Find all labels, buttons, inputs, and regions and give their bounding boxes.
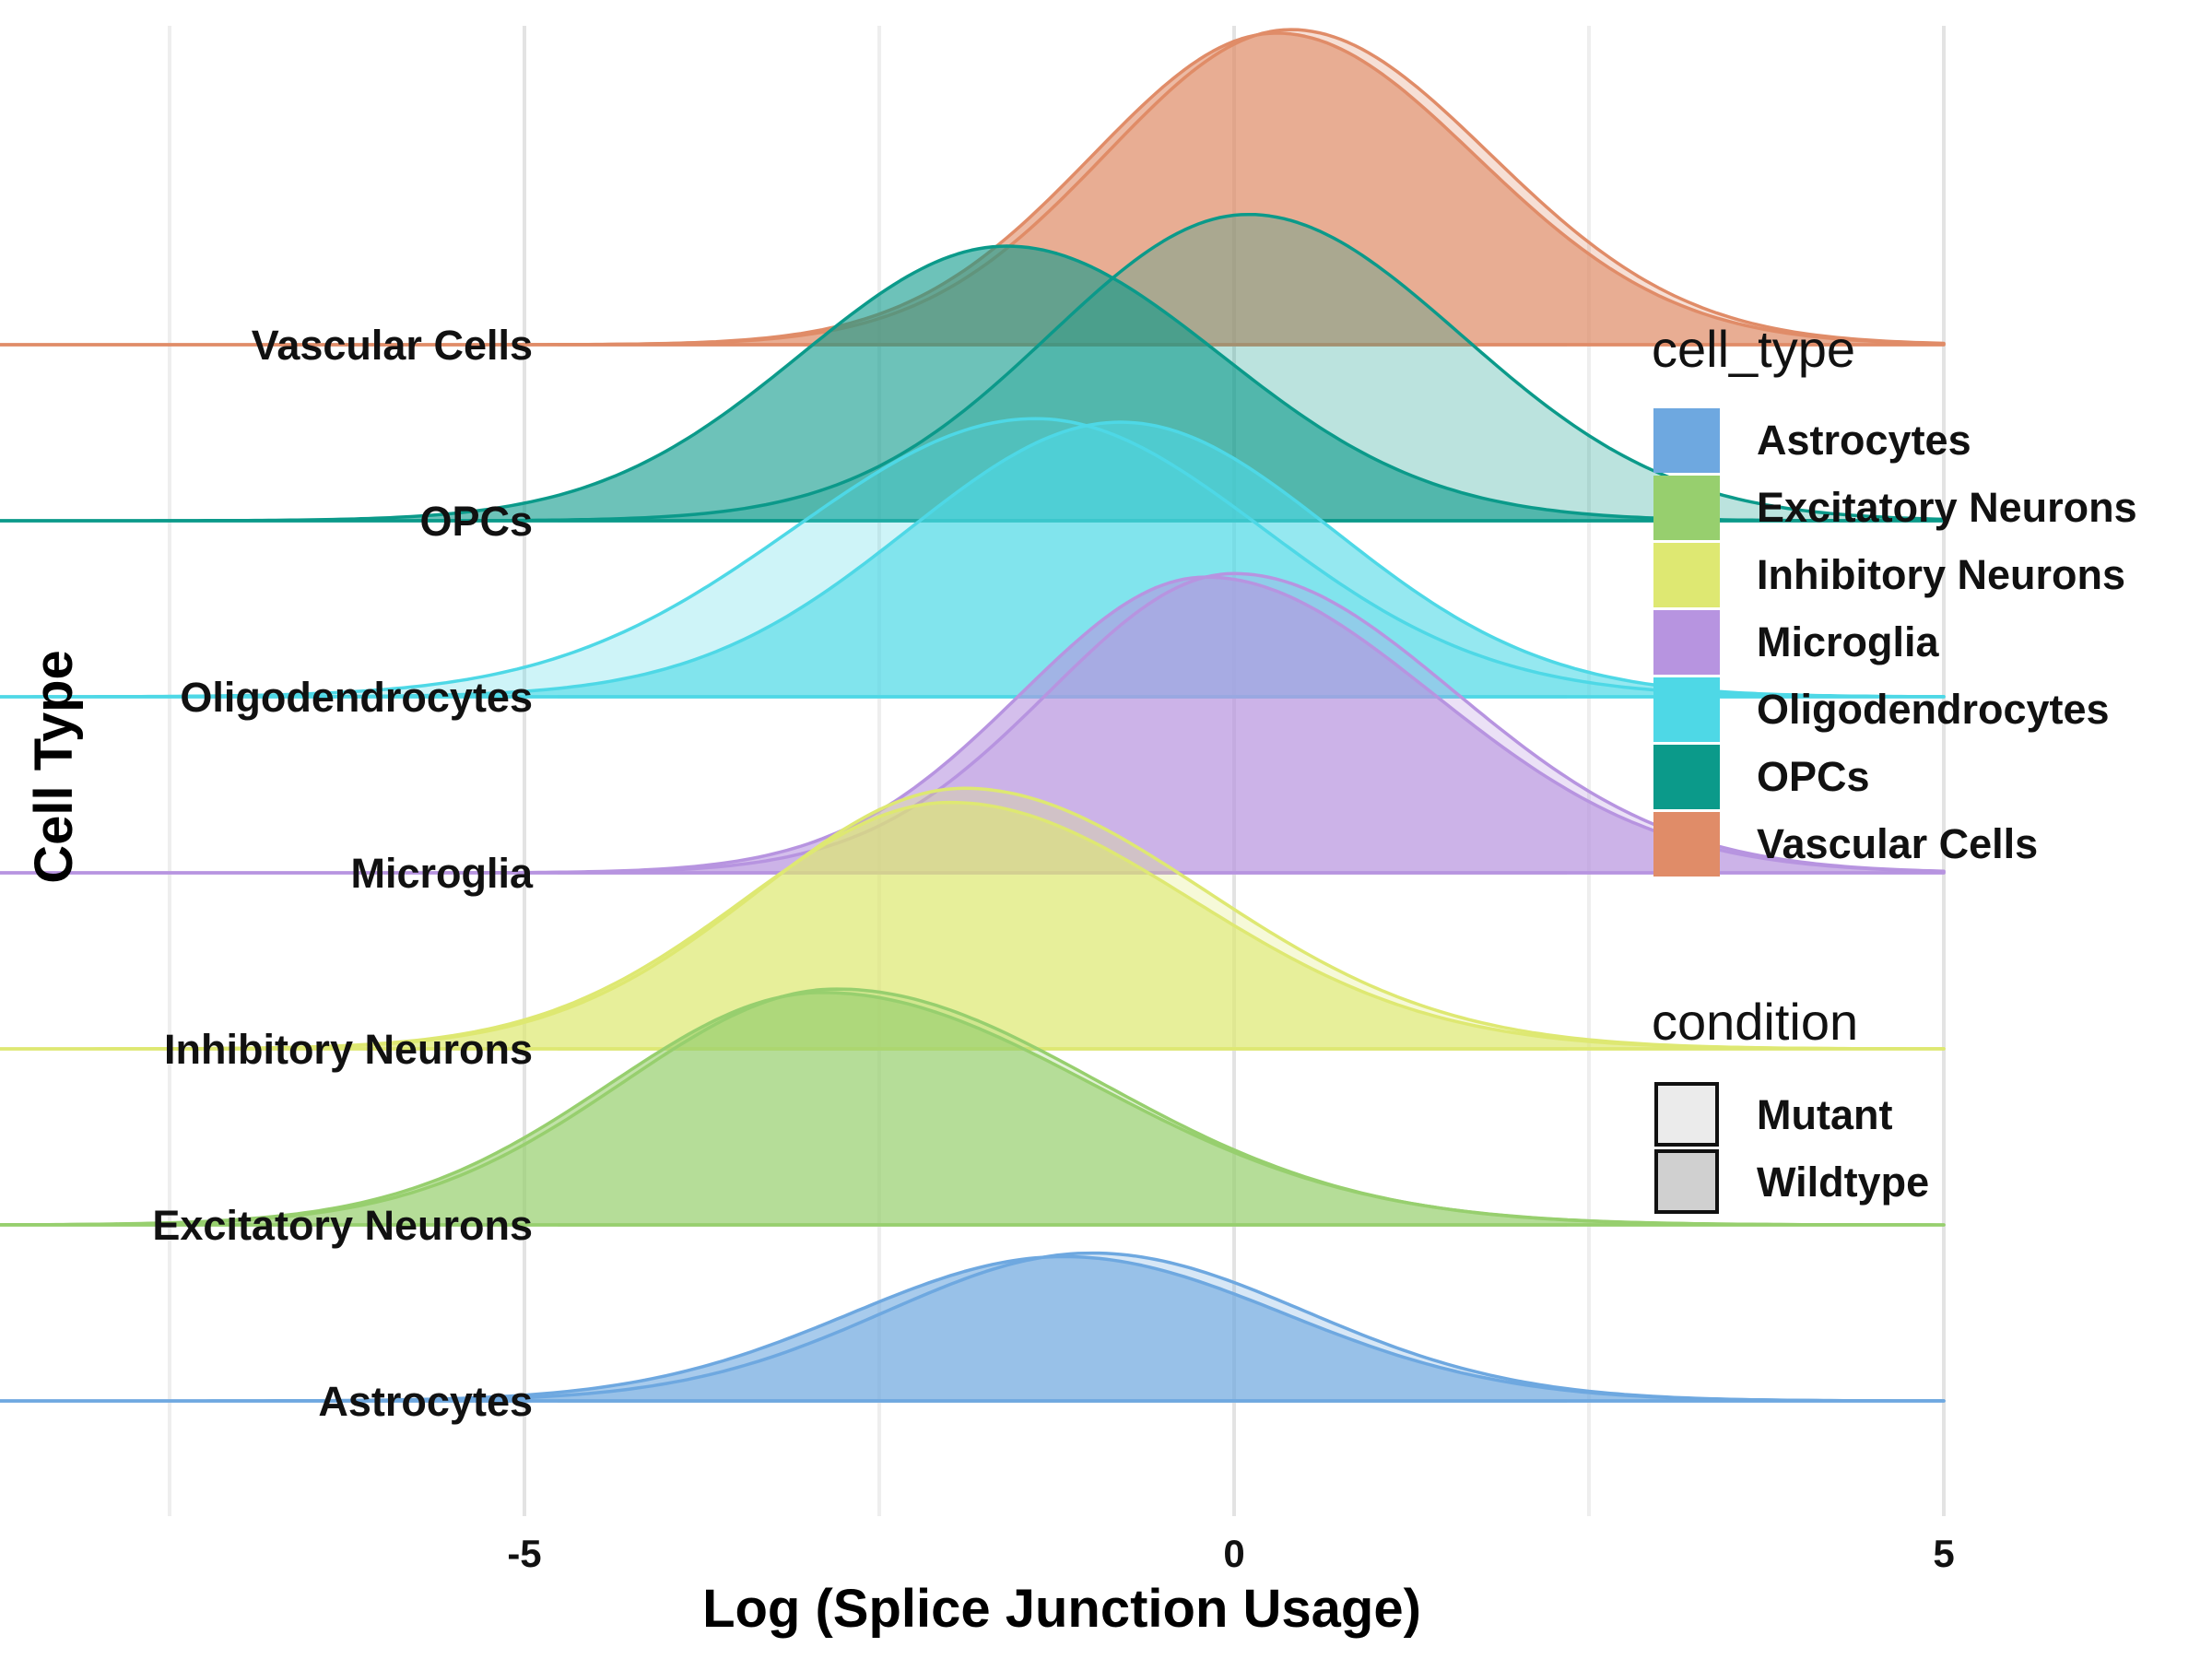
ridge-excitatory-neurons (0, 987, 1946, 1227)
legend-swatch (1653, 408, 1720, 473)
legend-swatch (1654, 1149, 1719, 1214)
legend-label: Astrocytes (1757, 417, 1971, 464)
legend-swatch (1653, 610, 1720, 675)
legend-label: Mutant (1757, 1091, 1892, 1138)
legend-swatch (1654, 1082, 1719, 1147)
legend-label: Wildtype (1757, 1159, 1929, 1206)
y-tick-label: Excitatory Neurons (152, 1202, 533, 1249)
x-tick-label: 0 (1223, 1532, 1244, 1575)
legend-label: Microglia (1757, 618, 1940, 665)
density-wildtype (0, 420, 1946, 699)
legend-condition: condition Mutant Wildtype (1652, 993, 1929, 1214)
legend-cell-type: cell_type Astrocytes Excitatory Neurons In… (1652, 320, 2137, 877)
legend-title-condition: condition (1652, 993, 1858, 1051)
ridge-vascular-cells (0, 28, 1946, 347)
ridge-opcs (0, 212, 1946, 523)
y-tick-label: Vascular Cells (252, 322, 533, 369)
y-axis-title: Cell Type (24, 650, 84, 884)
legend-swatch (1653, 812, 1720, 877)
x-tick-label: -5 (507, 1532, 541, 1575)
x-axis-title: Log (Splice Junction Usage) (702, 1579, 1421, 1639)
legend-swatch (1653, 677, 1720, 742)
y-tick-label: OPCs (419, 498, 533, 545)
density-wildtype (0, 244, 1946, 523)
y-tick-label: Microglia (350, 850, 534, 897)
legend-swatch (1653, 543, 1720, 607)
density-wildtype (0, 1254, 1946, 1403)
density-wildtype (0, 575, 1946, 875)
y-tick-labels: Astrocytes Excitatory Neurons Inhibitory N… (152, 322, 534, 1425)
density-wildtype (0, 31, 1946, 347)
legend-title-cell-type: cell_type (1652, 320, 1855, 378)
legend-label: Vascular Cells (1757, 820, 2038, 867)
ridge-inhibitory-neurons (0, 786, 1946, 1051)
legend-label: Oligodendrocytes (1757, 686, 2110, 733)
density-wildtype (0, 991, 1946, 1227)
density-wildtype (0, 800, 1946, 1051)
legend-swatch (1653, 476, 1720, 540)
y-tick-label: Astrocytes (318, 1378, 533, 1425)
legend-swatch (1653, 745, 1720, 809)
ridge-astrocytes (0, 1251, 1946, 1403)
legend-label: OPCs (1757, 753, 1870, 800)
y-tick-label: Oligodendrocytes (180, 674, 533, 721)
legend-label: Inhibitory Neurons (1757, 551, 2125, 598)
y-tick-label: Inhibitory Neurons (164, 1026, 533, 1073)
ridge-oligodendrocytes (0, 417, 1946, 699)
x-tick-label: 5 (1933, 1532, 1954, 1575)
legend-label: Excitatory Neurons (1757, 484, 2137, 531)
x-tick-labels: -10-505 (507, 1532, 1954, 1575)
density-ridges (0, 28, 1946, 1403)
